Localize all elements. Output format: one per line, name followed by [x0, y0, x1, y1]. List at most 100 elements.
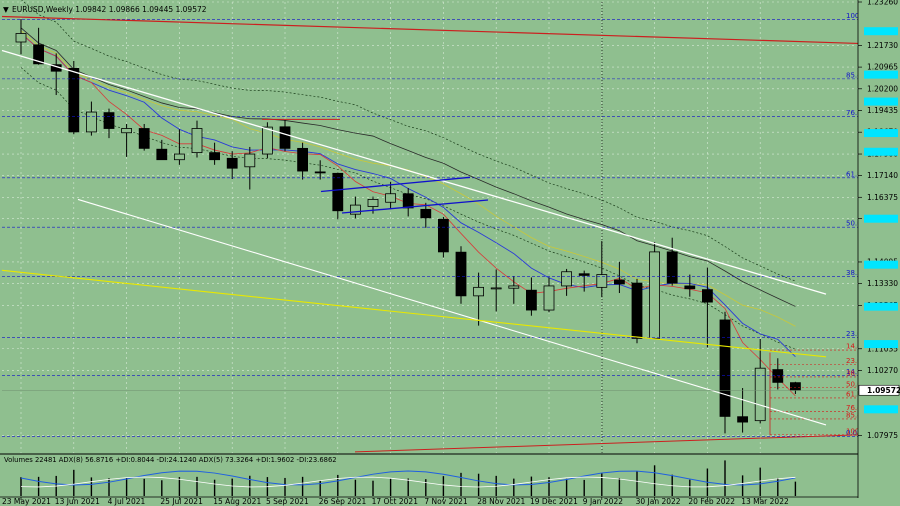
price-tick-label: 1.17140	[867, 171, 898, 180]
price-tick-label: 1.13330	[867, 279, 898, 288]
candle-body	[737, 416, 748, 423]
candle-body	[649, 251, 660, 339]
price-tick-label: 1.11035	[867, 344, 898, 353]
candle-body	[156, 148, 168, 161]
current-price-label: 1.09572	[867, 386, 900, 395]
time-tick-label: 28 Nov 2021	[477, 497, 525, 506]
price-tag	[864, 147, 898, 156]
price-tick-label: 1.21730	[867, 41, 898, 50]
price-tag	[864, 129, 898, 138]
fib-level-label: 38.2	[846, 269, 862, 277]
price-tag	[864, 70, 898, 79]
lower-red-trendline	[354, 434, 859, 453]
fib-level-label: 76.4	[846, 109, 862, 117]
candlestick-series	[15, 19, 801, 434]
candle-body	[244, 153, 256, 168]
candle-body	[420, 208, 432, 219]
time-tick-label: 17 Oct 2021	[372, 497, 419, 506]
time-tick-label: 13 Mar 2022	[741, 497, 789, 506]
price-tag	[864, 260, 898, 269]
time-tick-label: 13 Jun 2021	[55, 497, 100, 506]
candle-body	[297, 147, 309, 172]
time-tick-label: 9 Jan 2022	[583, 497, 623, 506]
time-tick-label: 19 Dec 2021	[530, 497, 578, 506]
price-tick-label: 1.20200	[867, 84, 898, 93]
price-tag	[864, 405, 898, 414]
flag-upper-line	[320, 176, 471, 193]
fib-red-level-label: 85.4	[846, 411, 862, 419]
fib-level-label: 14.6	[846, 368, 862, 376]
time-tick-label: 7 Nov 2021	[424, 497, 467, 506]
candle-body	[191, 128, 203, 154]
candle-body	[226, 157, 238, 169]
candle-body	[561, 271, 572, 287]
fib-level-label: 61.8	[846, 170, 862, 178]
candle-body	[15, 33, 27, 43]
di-plus-line	[20, 476, 796, 488]
candle-body	[367, 199, 379, 207]
time-tick-label: 20 Feb 2022	[688, 497, 735, 506]
time-tick-label: 23 May 2021	[2, 497, 51, 506]
time-tick-label: 5 Sep 2021	[266, 497, 309, 506]
time-tick-label: 30 Jan 2022	[636, 497, 681, 506]
candle-body	[596, 274, 608, 288]
candle-body	[490, 287, 502, 290]
candle-body	[385, 193, 397, 203]
fib-red-level-label: 23.6	[846, 357, 862, 365]
adx-line	[20, 470, 796, 486]
candle-body	[173, 153, 185, 161]
candle-body	[473, 286, 485, 297]
chart-header: EURUSD,Weekly 1.09842 1.09866 1.09445 1.…	[12, 5, 207, 14]
fib-red-level-label: 38.2	[846, 369, 862, 377]
volume-header: Volumes 22481 ADX(8) 56.8716 +DI:0.8044 …	[4, 456, 337, 464]
price-tick-label: 1.19435	[867, 106, 898, 115]
candle-body	[666, 251, 678, 284]
candle-body	[103, 112, 115, 129]
candle-body	[455, 251, 467, 297]
candle-body	[68, 67, 80, 133]
price-tag	[864, 97, 898, 106]
candle-body	[332, 172, 344, 212]
fib-level-label: 50.0	[846, 220, 862, 228]
upper-channel-line	[1, 49, 827, 295]
candle-body	[209, 152, 221, 161]
candle-body	[121, 128, 132, 134]
candle-body	[279, 126, 291, 149]
price-tick-label: 1.16375	[867, 193, 898, 202]
time-tick-label: 15 Aug 2021	[213, 497, 261, 506]
candle-body	[526, 289, 537, 311]
time-tick-label: 4 Jul 2021	[108, 497, 146, 506]
price-tag	[864, 302, 898, 311]
time-axis: 23 May 2021 13 Jun 2021 4 Jul 2021 25 Jul 2…	[0, 496, 858, 506]
time-tick-label: 26 Sep 2021	[319, 497, 367, 506]
candle-body	[754, 367, 766, 422]
candle-body	[631, 282, 643, 339]
candle-body	[702, 289, 713, 303]
candle-body	[261, 126, 273, 155]
price-tick-label: 1.23260	[867, 0, 898, 7]
fib-red-level-label: 14.6	[846, 343, 862, 351]
fib-level-label: 23.6	[846, 330, 862, 338]
price-tag	[864, 340, 898, 349]
candle-body	[719, 319, 731, 417]
fib-red-level-label: 100.0	[846, 427, 866, 435]
candle-body	[772, 369, 784, 383]
candle-body	[508, 285, 520, 289]
candle-body	[543, 285, 555, 311]
chart-header-triangle: ▼	[3, 5, 9, 14]
candle-body	[86, 111, 97, 133]
fib-level-label: 85.4	[846, 71, 862, 79]
candle-body	[349, 204, 361, 215]
volume-panel: 5385840	[0, 453, 900, 497]
price-tick-label: 1.07975	[867, 431, 898, 440]
lower-channel-line	[77, 198, 827, 426]
candle-body	[578, 273, 590, 276]
fib-red-level-label: 76.4	[846, 404, 862, 412]
current-price-tag	[858, 384, 900, 396]
candle-body	[402, 193, 414, 209]
price-tag	[864, 27, 898, 36]
yellow-trendline	[1, 269, 827, 358]
